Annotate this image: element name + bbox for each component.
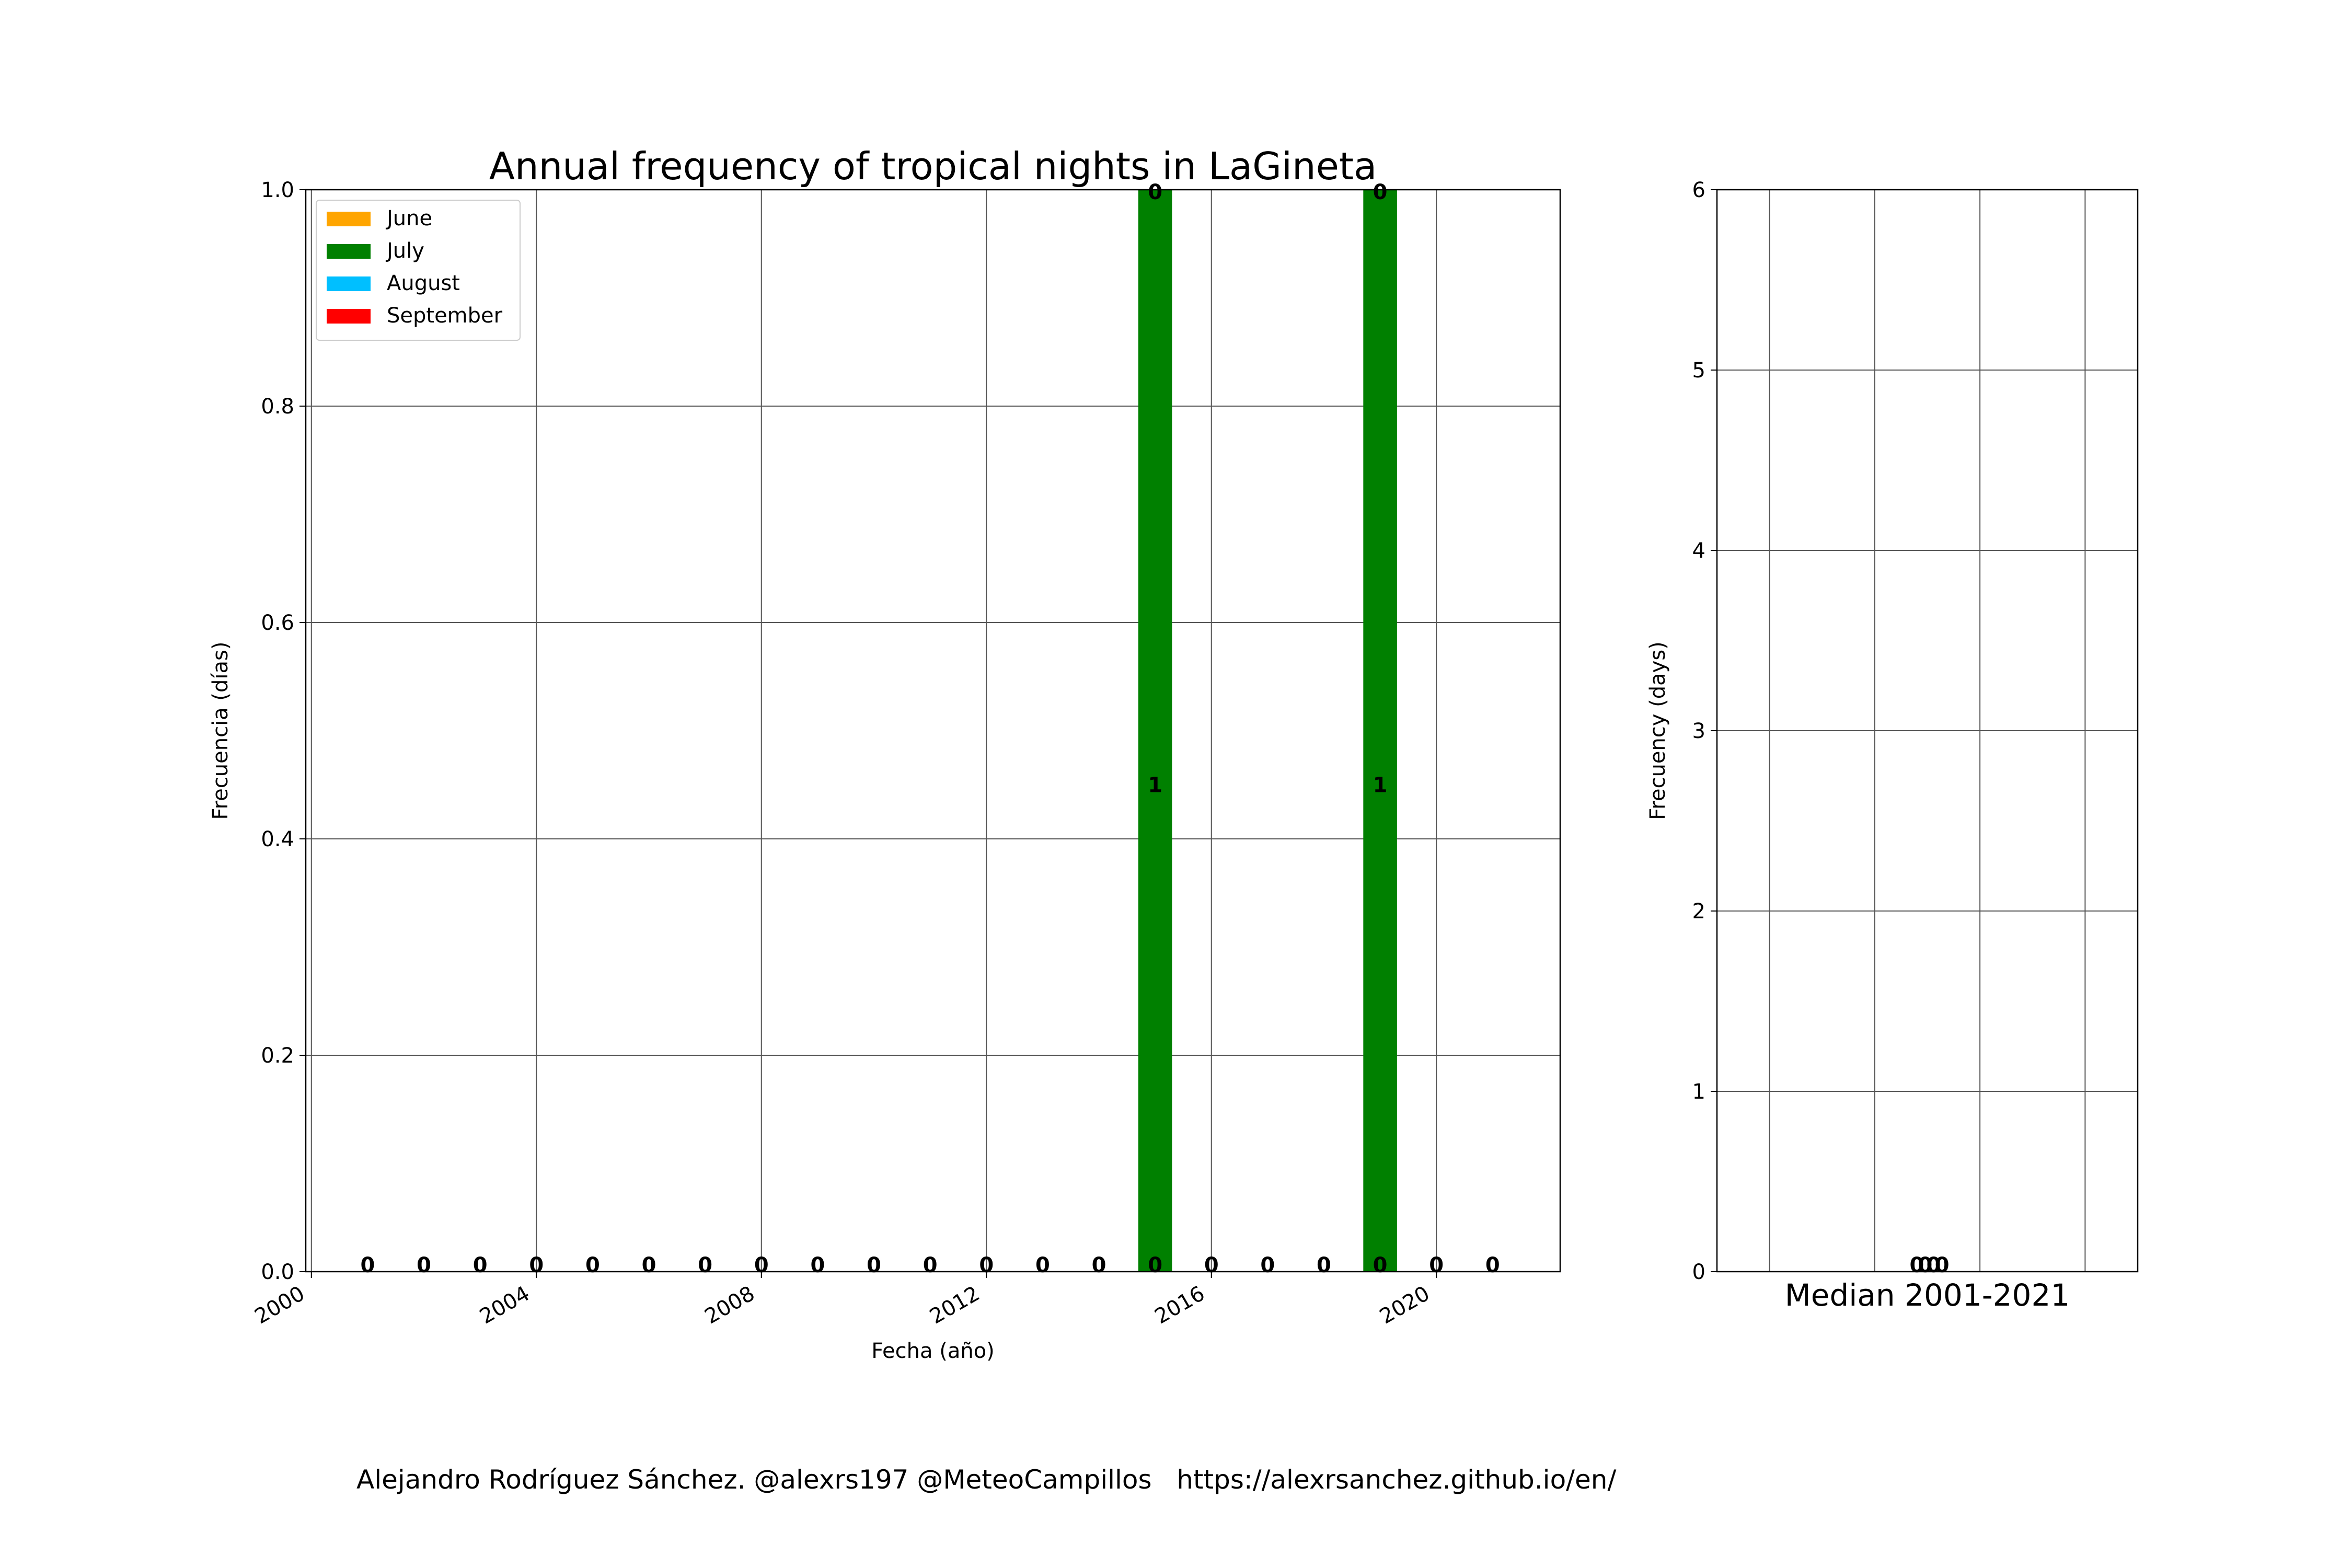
- legend-label-september: September: [387, 304, 503, 328]
- bar-value-label: 0: [1148, 180, 1162, 204]
- bar-value-label: 0: [1260, 1253, 1275, 1277]
- bar-value-label: 1: [1373, 774, 1388, 798]
- median-y-tick-label: 1: [1692, 1080, 1705, 1104]
- bar-value-label: 0: [867, 1253, 881, 1277]
- legend-box: [316, 200, 521, 341]
- legend: June July August September: [316, 200, 521, 341]
- median-y-tick-label: 6: [1692, 178, 1705, 202]
- median-y-tick-label: 0: [1692, 1260, 1705, 1284]
- legend-swatch-september: [327, 309, 371, 324]
- median-y-tick-label: 2: [1692, 900, 1705, 924]
- legend-swatch-august: [327, 276, 371, 291]
- main-y-tick-label: 0.8: [261, 395, 294, 419]
- bar-value-label: 0: [417, 1253, 431, 1277]
- legend-label-june: June: [385, 206, 432, 230]
- bar-value-label: 0: [473, 1253, 488, 1277]
- median-axis-ticks: 0 1 2 3 4 5 6: [1692, 178, 1717, 1284]
- main-grid: [306, 190, 1560, 1272]
- main-y-tick-label: 0.2: [261, 1044, 294, 1068]
- median-y-tick-label: 5: [1692, 359, 1705, 383]
- legend-label-july: July: [385, 239, 424, 263]
- bar-value-label: 0: [698, 1253, 712, 1277]
- median-bar-value-label: 0: [1909, 1253, 1924, 1277]
- bar-value-label: 0: [360, 1253, 375, 1277]
- bar-value-label: 0: [1373, 180, 1388, 204]
- main-bars: [1138, 190, 1397, 1272]
- median-y-tick-label: 4: [1692, 539, 1705, 563]
- median-bar-value-label: 0: [1935, 1253, 1950, 1277]
- legend-label-august: August: [387, 271, 460, 295]
- bar-value-label: 0: [923, 1253, 938, 1277]
- bar-value-label: 0: [1148, 1253, 1162, 1277]
- bar-value-label: 1: [1148, 774, 1162, 798]
- median-y-axis-label: Frecuency (days): [1646, 641, 1670, 820]
- main-y-tick-label: 1.0: [261, 178, 294, 202]
- bar-value-label: 0: [1485, 1253, 1500, 1277]
- bar-value-label: 0: [810, 1253, 825, 1277]
- main-y-tick-label: 0.6: [261, 611, 294, 635]
- median-grid: [1717, 190, 2138, 1272]
- legend-swatch-june: [327, 212, 371, 226]
- legend-swatch-july: [327, 244, 371, 259]
- main-x-axis-label: Fecha (año): [871, 1339, 995, 1363]
- bar-july-2019: [1363, 190, 1397, 1272]
- main-plot-frame: [305, 189, 1561, 1273]
- median-bar-value-label: 0: [1918, 1253, 1933, 1277]
- bar-value-label: 0: [1092, 1253, 1106, 1277]
- bar-value-label: 0: [1317, 1253, 1331, 1277]
- main-chart-title: Annual frequency of tropical nights in L…: [489, 144, 1377, 188]
- median-y-tick-label: 3: [1692, 719, 1705, 743]
- bar-july-2015: [1138, 190, 1172, 1272]
- bar-value-label: 0: [642, 1253, 656, 1277]
- main-y-tick-label: 0.0: [261, 1260, 294, 1284]
- main-y-tick-label: 0.4: [261, 827, 294, 851]
- median-bar-value-label: 0: [1927, 1253, 1941, 1277]
- main-y-axis-label: Frecuencia (días): [209, 642, 233, 820]
- bar-value-label: 0: [1035, 1253, 1050, 1277]
- footer-credit: Alejandro Rodríguez Sánchez. @alexrs197 …: [356, 1465, 1616, 1495]
- median-chart-title: Median 2001-2021: [1785, 1277, 2070, 1313]
- bar-value-label: 0: [585, 1253, 600, 1277]
- bar-value-label: 0: [1373, 1253, 1388, 1277]
